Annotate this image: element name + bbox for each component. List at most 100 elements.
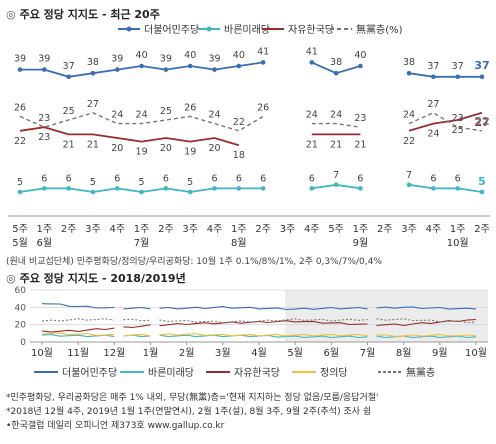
- point-1-14: [358, 186, 363, 191]
- month-tick-14: 9월: [353, 237, 369, 249]
- bottom-x-tick-1: 11월: [67, 347, 89, 359]
- week-tick-1: 1주: [37, 224, 53, 235]
- data-label-1-0: 5: [17, 177, 23, 188]
- data-label-2-8: 20: [208, 143, 220, 154]
- point-1-10: [260, 186, 266, 191]
- week-tick-14: 1주: [353, 224, 369, 235]
- data-label-3-10: 26: [257, 102, 269, 113]
- data-label-0-5: 40: [136, 50, 148, 61]
- point-1-6: [163, 186, 169, 191]
- y-tick-2: 40: [15, 303, 27, 313]
- data-label-0-19: 37: [474, 59, 489, 72]
- bottom-x-tick-12: 10월: [465, 347, 487, 359]
- data-label-3-13: 24: [330, 110, 342, 121]
- data-label-1-9: 6: [236, 173, 242, 184]
- data-label-1-7: 5: [187, 177, 193, 188]
- bottom-chart-title: ◎ 주요 정당 지지도 - 2018/2019년: [6, 272, 186, 285]
- series-line-2-seg-0: [19, 126, 240, 147]
- point-0-4: [114, 67, 120, 72]
- data-label-0-6: 39: [160, 54, 172, 65]
- data-label-1-6: 6: [163, 173, 169, 184]
- top-x-axis: 5주 1주 2주 3주 4주 1주 2주 3주 4주 1주 2주 3주 4주 5주 1주 2주 3주 4주 1주 2주…: [8, 215, 490, 249]
- week-tick-8: 4주: [207, 224, 223, 235]
- top-lines: 39 39 37 38 39 40 39 40 39 40 41 41 38 40 38 37 37 37 5 6 6 5…: [14, 46, 490, 195]
- data-label-0-3: 38: [87, 57, 99, 68]
- data-label-2-12: 21: [306, 139, 318, 150]
- data-label-1-14: 6: [357, 173, 363, 184]
- bottom-series-2-seg-1: [123, 324, 151, 329]
- data-label-3-9: 22: [233, 117, 245, 128]
- data-label-3-18: 23: [452, 113, 464, 124]
- data-label-1-4: 6: [114, 173, 120, 184]
- data-label-2-13: 21: [330, 139, 342, 150]
- bottom-series-4-seg-1: [123, 318, 151, 322]
- week-tick-5: 1주: [134, 224, 150, 235]
- bottom-chart: 0 20 40 60 10월 11월 12월 1월 2월 3월 4월 5월 6월 7월 8월 9월 10월 더…: [15, 286, 488, 379]
- bottom-x-tick-11: 9월: [432, 347, 448, 359]
- point-1-16: [406, 182, 412, 188]
- y-tick-3: 60: [15, 286, 27, 296]
- data-label-3-14: 23: [354, 113, 366, 124]
- week-tick-3: 3주: [85, 224, 101, 235]
- week-tick-4: 4주: [109, 224, 125, 235]
- point-0-0: [17, 67, 23, 72]
- data-label-0-8: 39: [208, 54, 220, 65]
- data-label-1-13: 7: [333, 170, 339, 181]
- data-label-0-12: 41: [306, 46, 318, 57]
- point-0-10: [260, 60, 266, 65]
- data-label-0-18: 37: [452, 61, 464, 72]
- data-label-1-17: 6: [430, 173, 436, 184]
- data-label-2-14: 21: [354, 139, 366, 150]
- month-tick-5: 7월: [134, 237, 150, 249]
- data-label-0-1: 39: [38, 54, 50, 65]
- series-line-3-seg-1: [311, 122, 361, 128]
- data-label-1-1: 6: [41, 173, 47, 184]
- top-chart-title: ◎ 주요 정당 지지도 - 최근 20주: [6, 8, 160, 21]
- data-label-2-1: 23: [38, 132, 50, 143]
- bottom-series-4-seg-2: [159, 318, 368, 324]
- bottom-legend: 더불어민주당 바른미래당 자유한국당 정의당 無黨층: [34, 366, 435, 379]
- legend-label-0: 더불어민주당: [144, 24, 199, 36]
- data-label-1-5: 5: [139, 177, 145, 188]
- data-label-3-8: 24: [208, 110, 220, 121]
- data-label-1-18: 6: [455, 173, 461, 184]
- top-legend: 더불어민주당 바른미래당 자유한국당 無黨층(%): [118, 23, 403, 36]
- data-label-2-5: 19: [136, 147, 148, 158]
- bottom-series-2-seg-3: [376, 318, 477, 326]
- bottom-series-3-seg-1: [123, 333, 151, 337]
- series-line-3-seg-0: [19, 112, 264, 132]
- bottom-series-1-seg-3: [376, 335, 477, 339]
- bottom-legend-label-0: 더불어민주당: [62, 367, 117, 379]
- data-label-3-2: 25: [63, 106, 75, 117]
- series-line-0-seg-2: [408, 72, 482, 78]
- data-label-1-8: 6: [212, 173, 218, 184]
- point-1-4: [114, 186, 120, 191]
- bottom-x-tick-8: 6월: [324, 347, 340, 359]
- data-label-0-16: 38: [403, 57, 415, 68]
- point-0-9: [236, 63, 242, 69]
- legend-marker-0: [126, 26, 132, 32]
- data-label-1-19: 5: [478, 175, 486, 188]
- point-1-0: [17, 189, 23, 195]
- point-1-1: [42, 186, 47, 191]
- point-0-19: [479, 74, 485, 80]
- point-1-8: [212, 186, 217, 191]
- bottom-legend-label-4: 無黨층: [406, 366, 435, 379]
- week-tick-6: 2주: [158, 224, 174, 235]
- data-label-3-0: 26: [14, 102, 26, 113]
- data-label-0-4: 39: [111, 54, 123, 65]
- week-tick-0: 5주: [12, 224, 28, 235]
- week-tick-9: 1주: [231, 224, 247, 235]
- point-1-12: [309, 186, 315, 191]
- data-label-2-16: 22: [403, 136, 415, 147]
- month-tick-9: 8월: [231, 237, 247, 249]
- bottom-lines: [41, 303, 477, 339]
- bottom-series-0-seg-0: [41, 303, 115, 309]
- bottom-x-tick-10: 8월: [396, 347, 412, 359]
- bottom-series-3-seg-2: [159, 333, 368, 337]
- point-1-5: [139, 189, 144, 195]
- data-label-2-19: 27: [474, 116, 489, 129]
- bottom-series-2-seg-2: [159, 320, 368, 327]
- data-label-3-17: 27: [427, 99, 439, 110]
- point-0-1: [42, 67, 47, 72]
